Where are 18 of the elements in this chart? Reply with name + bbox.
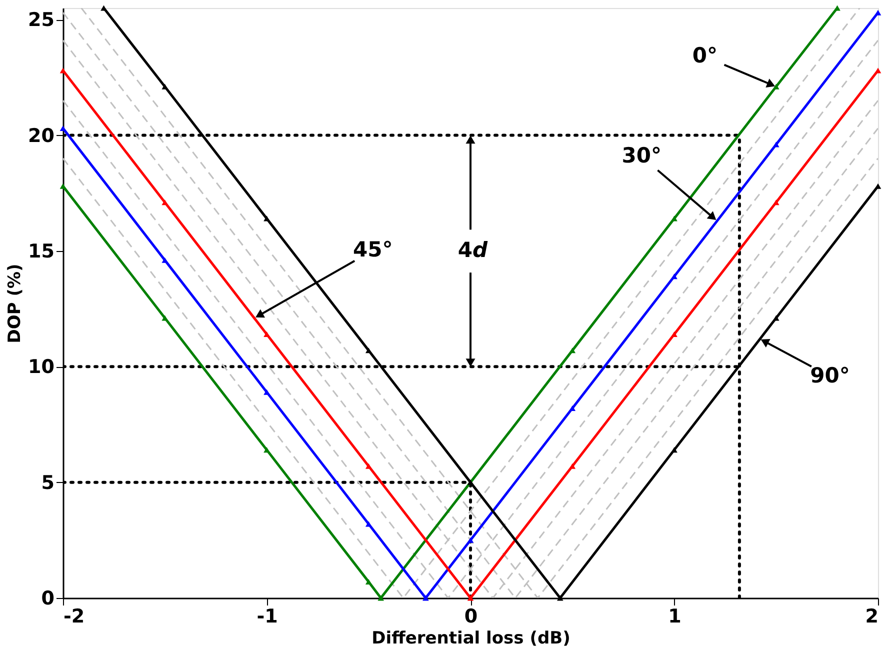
x-tick-label: 1 [668,606,682,628]
y-axis-title: DOP (%) [5,264,26,344]
annotation: 30° [622,144,662,168]
x-tick-label: 2 [865,606,878,628]
y-tick-label: 10 [28,356,54,378]
x-tick-label: -2 [64,606,85,628]
x-axis-title: Differential loss (dB) [372,628,570,648]
y-tick-label: 15 [28,240,54,262]
y-tick-label: 25 [28,9,54,32]
x-tick-label: -1 [256,606,278,628]
annotation: 90° [810,363,850,388]
y-tick-label: 0 [41,588,54,610]
x-tick-label: 0 [464,606,478,628]
y-tick-label: 5 [41,472,54,494]
annotation: 0° [692,44,718,68]
annotation: 4d [458,238,488,262]
y-tick-label: 20 [28,124,54,147]
annotation: 45° [353,237,393,262]
